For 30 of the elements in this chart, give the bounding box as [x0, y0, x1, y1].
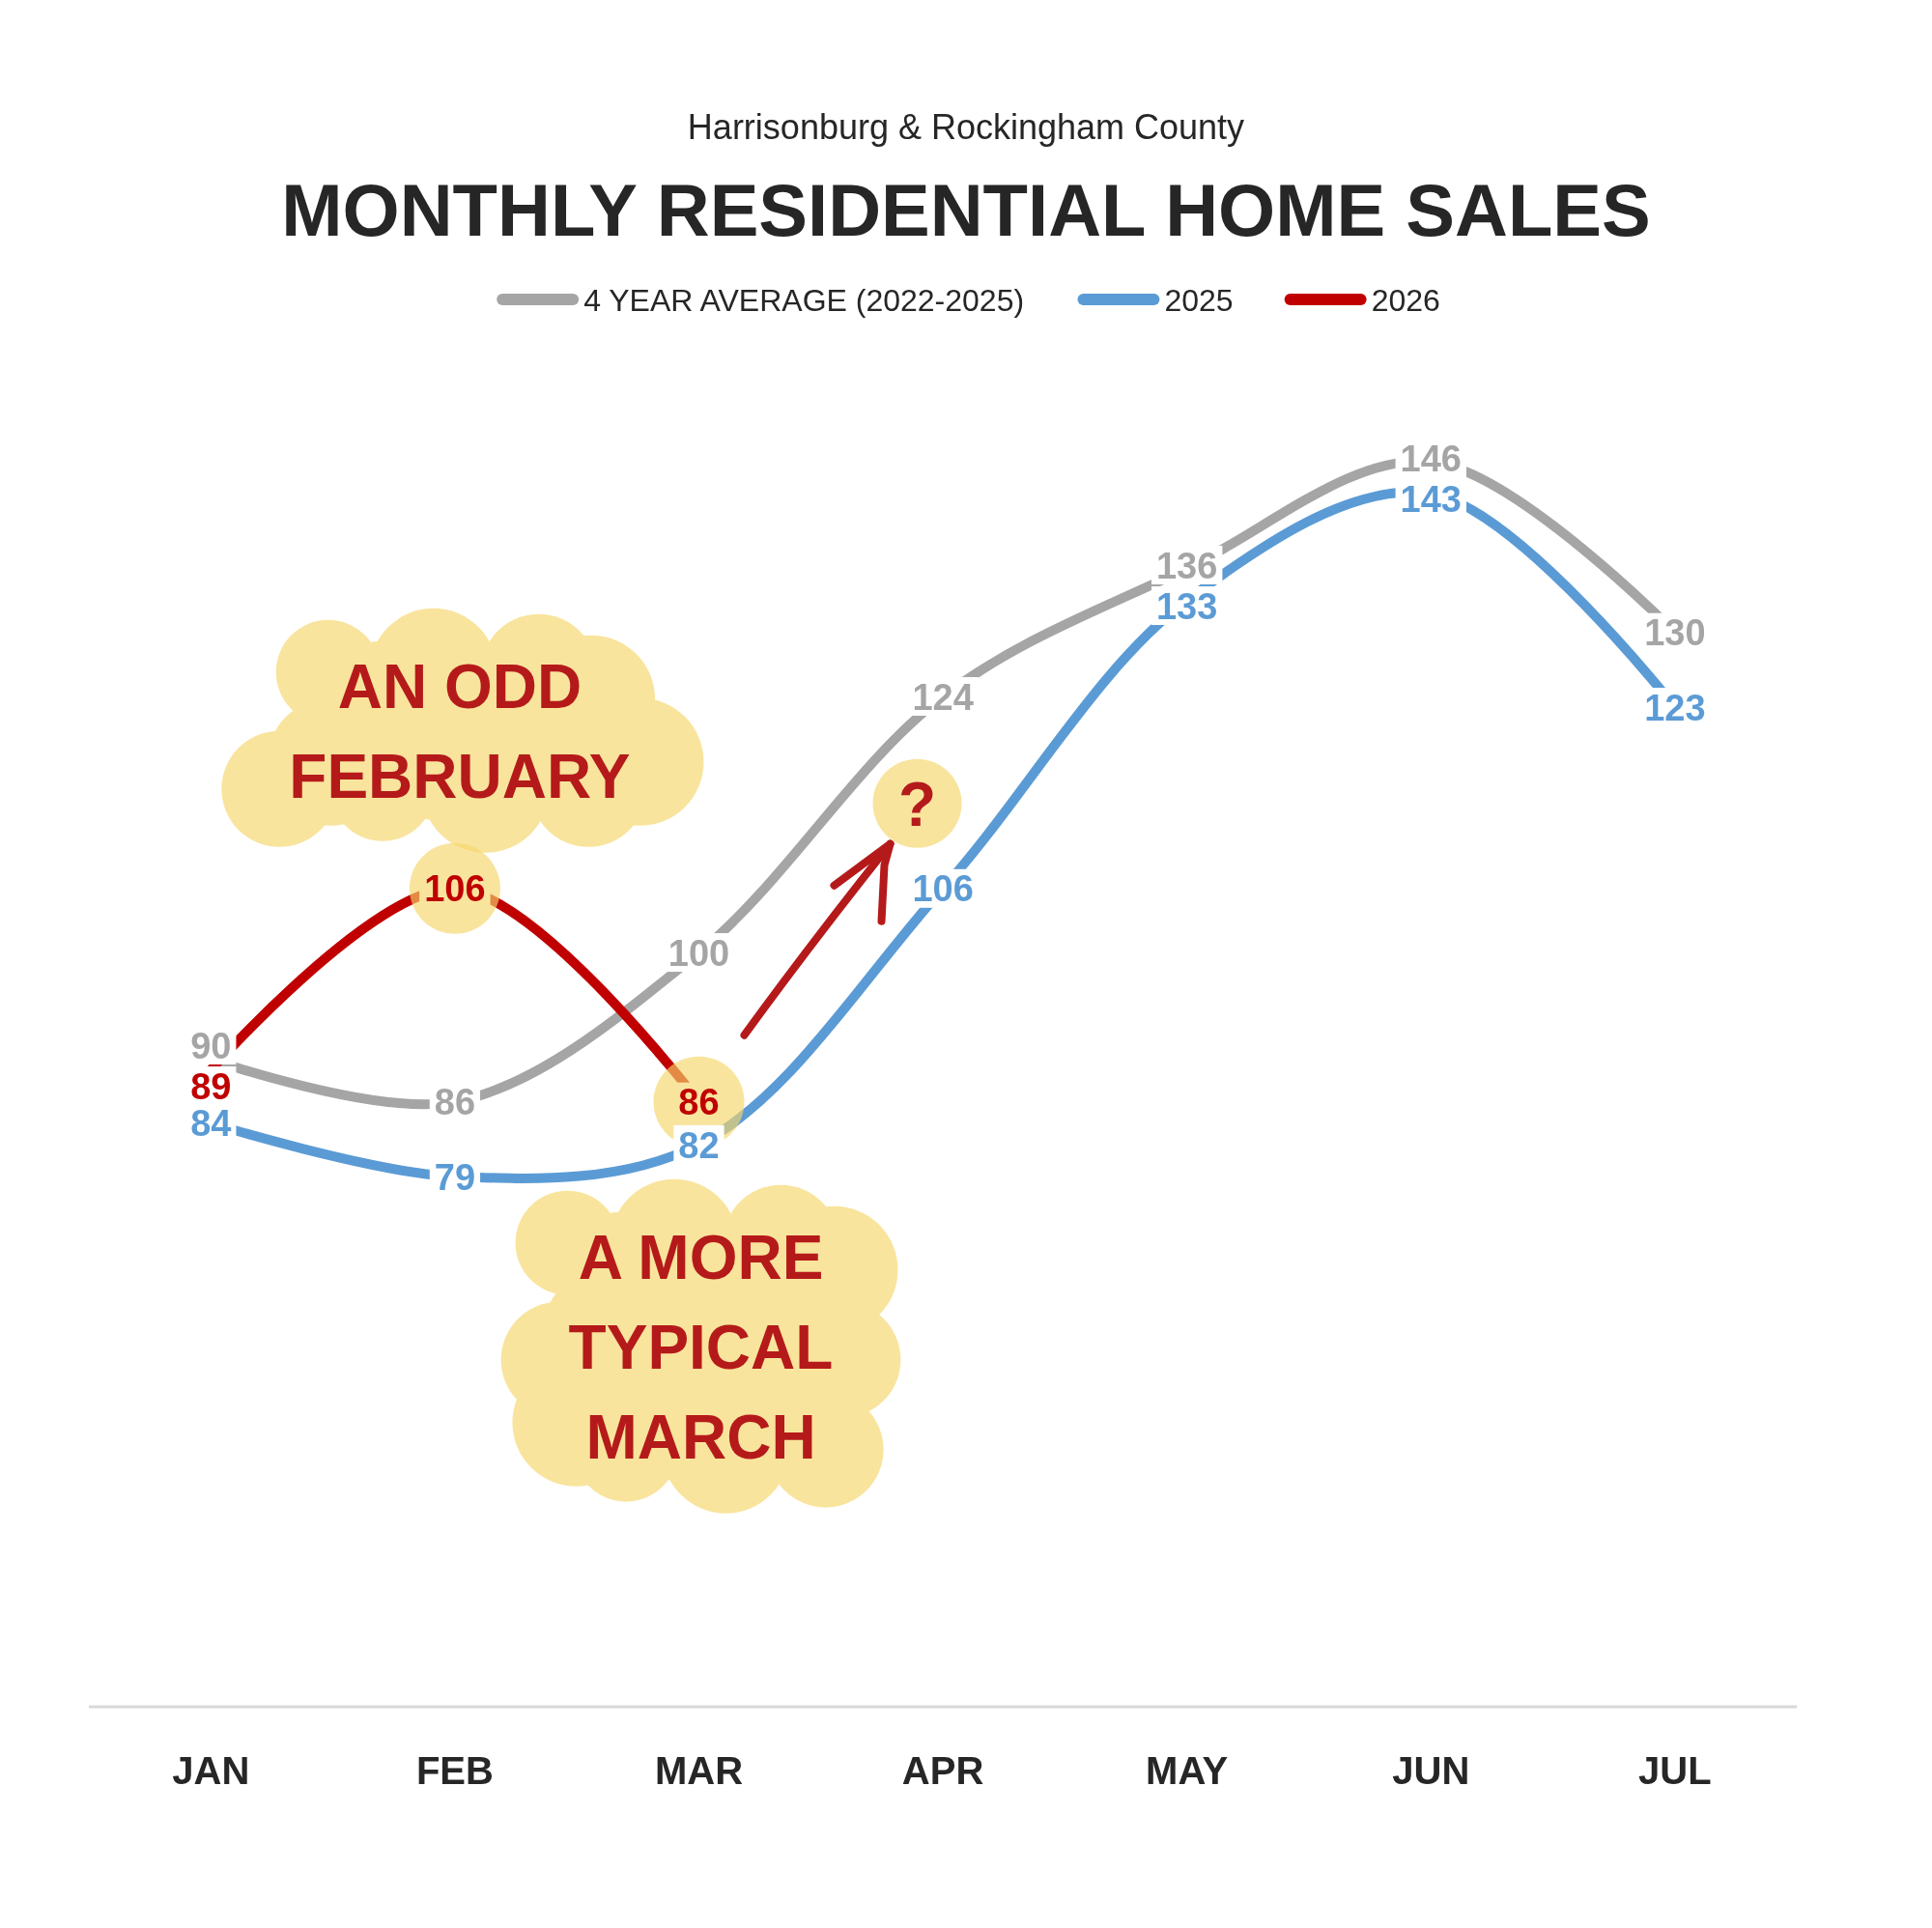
- data-label: 106: [912, 868, 974, 910]
- x-tick-label: MAR: [654, 1749, 744, 1793]
- data-label: 79: [434, 1156, 476, 1198]
- data-label: 100: [668, 932, 730, 974]
- data-label: 133: [1156, 585, 1218, 627]
- x-tick-label: MAY: [1146, 1749, 1229, 1793]
- data-label: 130: [1644, 612, 1706, 654]
- x-tick-label: APR: [901, 1749, 984, 1793]
- chart-subtitle: Harrisonburg & Rockingham County: [687, 106, 1245, 147]
- data-label: 90: [190, 1025, 232, 1066]
- x-tick-label: JAN: [172, 1749, 250, 1793]
- x-tick-label: JUN: [1392, 1749, 1470, 1793]
- text: A MORE TYPICAL MARCH: [568, 1222, 834, 1472]
- data-label: 106: [424, 868, 486, 910]
- data-label: 82: [678, 1124, 720, 1166]
- data-label: 146: [1400, 439, 1462, 480]
- data-label: 136: [1156, 545, 1218, 586]
- annotation: AN ODD FEBRUARY: [289, 651, 631, 811]
- legend-label: 4 YEAR AVERAGE (2022-2025): [583, 282, 1025, 318]
- x-tick-label: JUL: [1638, 1749, 1712, 1793]
- data-label: 124: [912, 676, 974, 718]
- legend-label: 2026: [1371, 282, 1440, 318]
- chart-title: MONTHLY RESIDENTIAL HOME SALES: [281, 169, 1651, 252]
- data-label: 86: [678, 1082, 720, 1123]
- data-label: 86: [434, 1082, 476, 1123]
- annotation: ?: [897, 769, 937, 839]
- data-label: 143: [1400, 479, 1462, 521]
- data-label: 123: [1644, 687, 1706, 728]
- x-tick-label: FEB: [415, 1749, 494, 1793]
- legend-label: 2025: [1164, 282, 1234, 318]
